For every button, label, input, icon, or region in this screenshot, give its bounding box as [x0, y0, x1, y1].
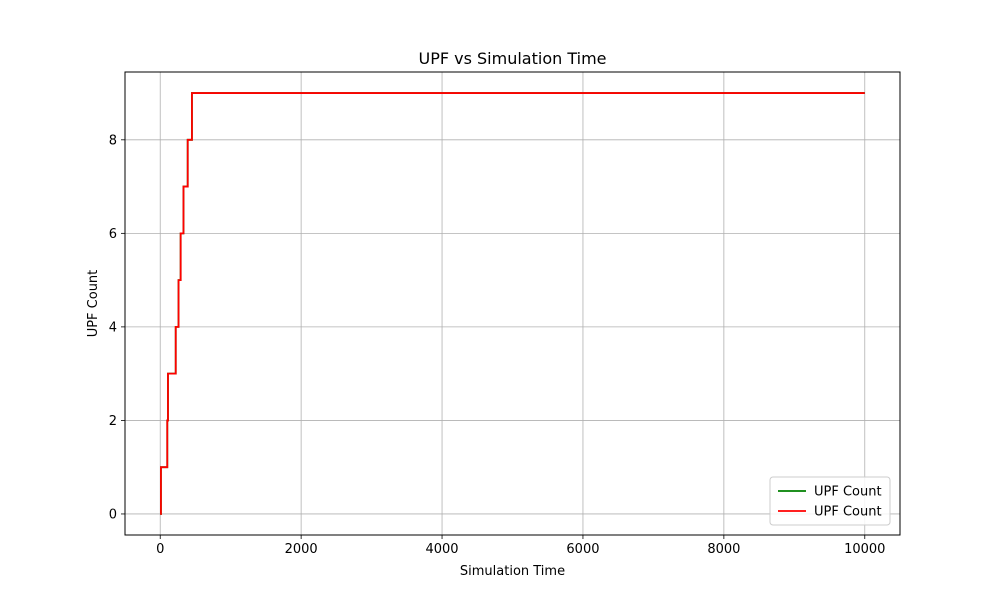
x-tick-label: 4000	[425, 542, 458, 557]
y-tick-label: 6	[109, 227, 117, 242]
x-tick-label: 2000	[285, 542, 318, 557]
y-tick-label: 4	[109, 320, 117, 335]
y-axis-label: UPF Count	[86, 270, 101, 338]
axis-ticks: 0 2000 4000 6000 8000 10000 0 2 4 6 8	[109, 133, 886, 557]
series-line	[160, 92, 865, 515]
y-tick-label: 2	[109, 414, 117, 429]
x-axis-label: Simulation Time	[460, 564, 565, 579]
series-lines	[160, 92, 865, 515]
x-tick-label: 6000	[566, 542, 599, 557]
legend-label: UPF Count	[814, 505, 882, 520]
plot-area-frame	[124, 71, 901, 536]
chart-title: UPF vs Simulation Time	[418, 49, 606, 68]
x-tick-label: 10000	[844, 542, 885, 557]
x-tick-label: 0	[156, 542, 164, 557]
y-tick-label: 0	[109, 507, 117, 522]
y-tick-label: 8	[109, 133, 117, 148]
legend-label: UPF Count	[814, 485, 882, 500]
x-tick-label: 8000	[707, 542, 740, 557]
legend: UPF Count UPF Count	[769, 476, 891, 526]
legend-box	[769, 476, 891, 526]
